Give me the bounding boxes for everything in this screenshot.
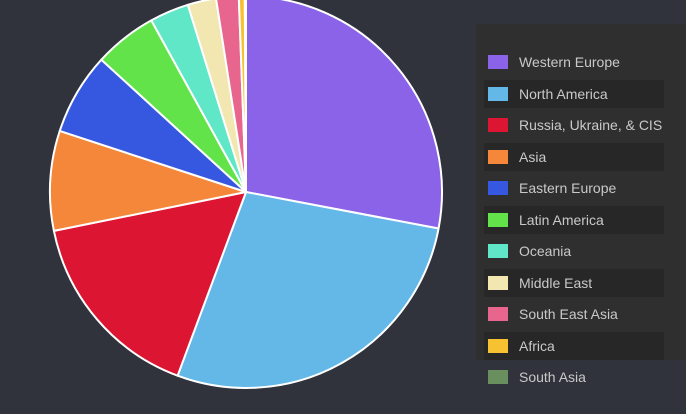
pie-slice-middle-east[interactable]: [186, 0, 247, 193]
legend: Western Europe North America Russia, Ukrai…: [484, 48, 664, 395]
legend-item-north-america[interactable]: North America: [484, 79, 664, 108]
legend-swatch: [488, 244, 508, 258]
legend-swatch: [488, 338, 508, 353]
legend-item-russia-ukraine-cis[interactable]: Russia, Ukraine, & CIS: [484, 111, 664, 139]
pie-slice-north-america[interactable]: [176, 191, 440, 389]
legend-item-eastern-europe[interactable]: Eastern Europe: [484, 174, 664, 202]
legend-label: South East Asia: [519, 306, 618, 322]
legend-swatch: [488, 370, 508, 384]
legend-item-western-europe[interactable]: Western Europe: [484, 48, 664, 76]
legend-swatch: [488, 275, 508, 290]
legend-label: Russia, Ukraine, & CIS: [519, 117, 663, 133]
legend-swatch: [488, 307, 508, 321]
legend-label: South Asia: [519, 369, 586, 385]
legend-item-asia[interactable]: Asia: [484, 142, 664, 171]
legend-item-latin-america[interactable]: Latin America: [484, 205, 664, 234]
legend-label: Africa: [519, 337, 555, 354]
legend-label: Eastern Europe: [519, 180, 617, 196]
legend-label: Asia: [519, 148, 547, 165]
legend-item-middle-east[interactable]: Middle East: [484, 268, 664, 297]
legend-swatch: [488, 55, 508, 69]
legend-swatch: [488, 149, 508, 164]
legend-label: Western Europe: [519, 54, 620, 70]
legend-label: Oceania: [519, 243, 572, 259]
legend-item-africa[interactable]: Africa: [484, 331, 664, 360]
legend-item-south-asia[interactable]: South Asia: [484, 363, 664, 391]
pie-slice-south-asia[interactable]: [243, 0, 247, 193]
pie-slice-russia-ukraine-cis[interactable]: [52, 191, 247, 377]
pie-slice-asia[interactable]: [49, 129, 247, 232]
pie-slice-western-europe[interactable]: [245, 0, 443, 230]
legend-label: North America: [519, 85, 608, 102]
legend-swatch: [488, 118, 508, 132]
legend-label: Latin America: [519, 211, 604, 228]
legend-swatch: [488, 212, 508, 227]
legend-swatch: [488, 86, 508, 101]
legend-swatch: [488, 181, 508, 195]
legend-item-south-east-asia[interactable]: South East Asia: [484, 300, 664, 328]
legend-item-oceania[interactable]: Oceania: [484, 237, 664, 265]
pie-slice-south-east-asia[interactable]: [215, 0, 247, 193]
legend-label: Middle East: [519, 274, 593, 291]
